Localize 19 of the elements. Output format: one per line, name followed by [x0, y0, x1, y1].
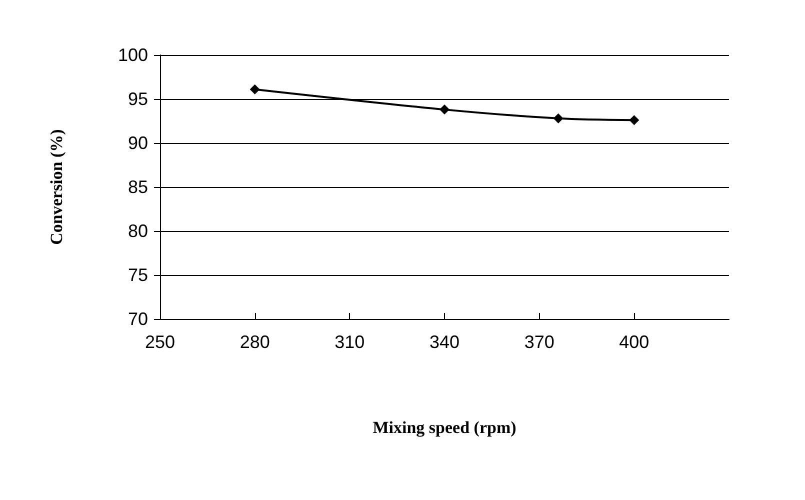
x-tick-label: 250: [144, 332, 176, 352]
x-tick-label: 340: [429, 332, 460, 352]
y-tick-label: 90: [128, 133, 148, 153]
x-tick-label: 400: [619, 332, 650, 352]
y-axis-title: Conversion (%): [47, 129, 66, 245]
x-tick-label: 370: [524, 332, 554, 352]
y-tick-label: 100: [118, 45, 148, 65]
point: [250, 84, 260, 94]
y-tick-label: 75: [128, 265, 148, 285]
point: [440, 104, 450, 115]
x-tick-label: 310: [334, 332, 365, 352]
x-tick-label: 280: [240, 332, 270, 352]
y-tick-label: 80: [128, 221, 148, 241]
point: [629, 115, 640, 126]
point: [553, 113, 564, 124]
y-tick-label: 95: [128, 89, 148, 109]
y-tick-label: 70: [128, 309, 148, 329]
x-axis-title: Mixing speed (rpm): [372, 418, 516, 437]
y-tick-label: 85: [128, 177, 148, 197]
